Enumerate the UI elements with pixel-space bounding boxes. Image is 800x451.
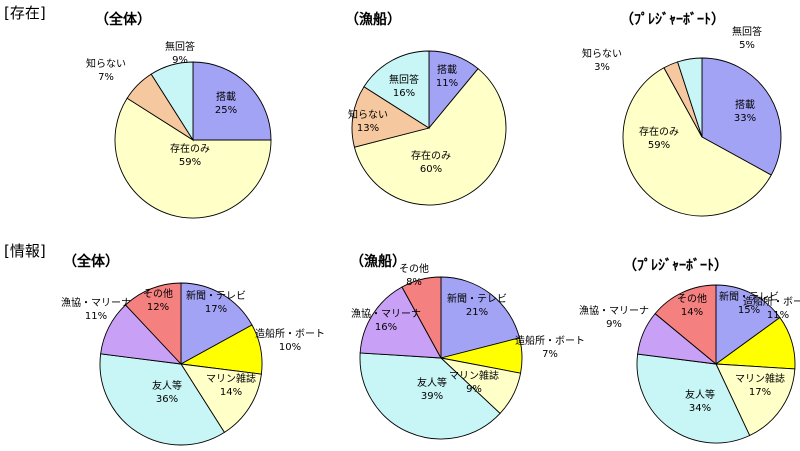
slice-label-mounted: 搭載 [437,63,457,76]
pie-slice-unaware [351,86,431,148]
slice-value-aware-only: 60% [420,164,442,175]
slice-label-mounted: 搭載 [735,98,755,111]
pie-slice-mounted [701,57,782,176]
slice-value-marine-magazine: 14% [220,387,242,398]
pie-slice-no-answer [150,61,194,142]
chart-title: （ﾌﾟﾚｼﾞｬｰﾎﾞｰﾄ） [620,11,725,28]
slice-value-aware-only: 59% [179,157,201,168]
slice-value-no-answer: 9% [172,55,188,66]
slice-value-mounted: 25% [215,105,237,116]
slice-label-mounted: 搭載 [216,90,236,103]
pie-slice-aware-only [114,97,272,219]
slice-label-aware-only: 存在のみ [411,149,451,162]
slice-value-mounted: 33% [734,113,756,124]
chart-title: （漁船） [345,11,401,28]
slice-value-unaware: 7% [98,72,114,83]
slice-value-fishery-coop-marina: 9% [606,319,622,330]
chart-title: （ﾌﾟﾚｼﾞｬｰﾎﾞｰﾄ） [623,257,728,274]
slice-label-no-answer: 無回答 [389,73,419,86]
pie-slice-other [401,276,442,359]
slice-value-shipyard-boat: 7% [542,349,558,360]
slice-label-other: その他 [399,262,429,275]
pie-chart-6: （ﾌﾟﾚｼﾞｬｰﾎﾞｰﾄ） 新聞・テレビ 15%造船所・ボート 11% マリン雑誌 17%… [579,257,800,444]
slice-label-shipyard-boat: 造船所・ボート [743,295,800,308]
slice-value-marine-magazine: 17% [749,387,771,398]
slice-label-other: その他 [143,287,173,300]
slice-value-no-answer: 5% [739,40,755,51]
pie-slice-friends [636,353,751,444]
slice-label-fishery-coop-marina: 漁協・マリーナ [351,307,421,320]
slice-value-aware-only: 59% [648,140,670,151]
slice-value-marine-magazine: 9% [466,384,482,395]
slice-value-no-answer: 16% [393,88,415,99]
pie-slice-fishery-coop-marina [359,286,442,359]
slice-label-friends: 友人等 [152,379,182,392]
slice-label-aware-only: 存在のみ [170,142,210,155]
pie-slice-aware-only [622,67,772,217]
slice-value-newspaper-tv: 15% [738,305,760,316]
slice-label-fishery-coop-marina: 漁協・マリーナ [579,304,649,317]
pie-slice-newspaper-tv [715,284,781,365]
slice-label-aware-only: 存在のみ [639,125,679,138]
pie-chart-3: （ﾌﾟﾚｼﾞｬｰﾎﾞｰﾄ） 搭載 33% 存在のみ 59% 知らない 3% 無回答 5% [582,11,782,217]
slice-value-unaware: 3% [594,62,610,73]
slice-value-friends: 39% [421,391,443,402]
pie-chart-2: （漁船） 搭載 11% 存在のみ 60% 知らない 13% 無回答 16% [345,11,507,206]
slice-value-shipyard-boat: 10% [279,342,301,353]
chart-title: （全体） [95,11,151,28]
slice-label-newspaper-tv: 新聞・テレビ [447,292,507,305]
section-label-information: [情報] [4,242,46,260]
charts-layer: （全体） 搭載 25% 存在のみ 59% 知らない 7% 無回答 9% （漁船） 搭載 11% 存在のみ… [61,11,800,446]
slice-label-no-answer: 無回答 [732,25,762,38]
pie-slice-aware-only [353,68,507,206]
slice-label-other: その他 [677,292,707,305]
slice-value-other: 14% [681,307,703,318]
slice-label-marine-magazine: マリン雑誌 [735,372,785,385]
slice-label-friends: 友人等 [417,376,447,389]
slice-value-unaware: 13% [357,123,379,134]
slice-label-unaware: 知らない [348,108,388,121]
slice-label-marine-magazine: マリン雑誌 [206,372,256,385]
pie-slice-mounted [192,61,272,141]
pie-slice-newspaper-tv [440,276,521,359]
slice-label-newspaper-tv: 新聞・テレビ [719,290,779,303]
slice-value-newspaper-tv: 17% [205,304,227,315]
slice-value-fishery-coop-marina: 16% [375,322,397,333]
pie-slice-other [124,282,182,366]
pie-slice-newspaper-tv [180,282,253,365]
slice-label-shipyard-boat: 造船所・ボート [255,327,325,340]
slice-label-unaware: 知らない [582,47,622,60]
pie-slice-no-answer [677,57,703,138]
pie-chart-4: （全体） 新聞・テレビ 17% 造船所・ボート 10% マリン雑誌 14% 友人等 36% 漁協・… [61,253,325,446]
pie-slice-friends [359,352,501,440]
chart-title: （漁船） [350,253,406,270]
slice-label-fishery-coop-marina: 漁協・マリーナ [61,296,131,309]
pie-slice-friends [99,353,226,446]
pie-slice-no-answer [363,50,430,129]
slice-value-shipyard-boat: 11% [767,310,789,321]
slice-value-other: 12% [147,302,169,313]
slice-label-no-answer: 無回答 [165,40,195,53]
slice-value-other: 8% [406,277,422,288]
slice-value-friends: 36% [156,394,178,405]
slice-label-marine-magazine: マリン雑誌 [449,369,499,382]
slice-value-friends: 34% [689,403,711,414]
slice-value-fishery-coop-marina: 11% [85,311,107,322]
slice-value-mounted: 11% [436,78,458,89]
slice-label-newspaper-tv: 新聞・テレビ [186,289,246,302]
slice-label-friends: 友人等 [685,388,715,401]
pie-chart-5: （漁船） 新聞・テレビ 21% 造船所・ボート 7% マリン雑誌 9% 友人等 39% 漁協・マリ… [350,253,585,440]
pie-chart-1: （全体） 搭載 25% 存在のみ 59% 知らない 7% 無回答 9% [86,11,272,219]
chart-title: （全体） [63,253,119,270]
pie-slice-marine-magazine [715,363,796,437]
pie-slice-marine-magazine [180,363,262,434]
slice-value-newspaper-tv: 21% [466,307,488,318]
section-label-presence: [存在] [4,4,46,22]
pie-slice-other [654,284,717,365]
slice-label-unaware: 知らない [86,57,126,70]
slice-label-shipyard-boat: 造船所・ボート [515,334,585,347]
